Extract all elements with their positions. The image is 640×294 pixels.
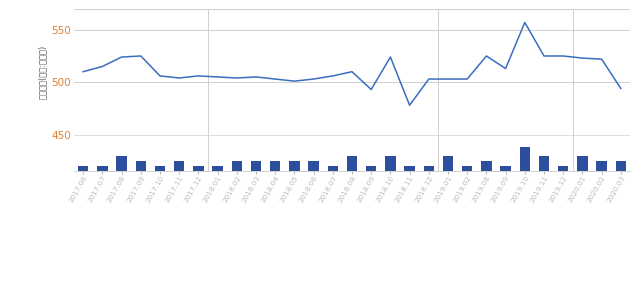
Bar [155, 166, 165, 171]
Bar [596, 161, 607, 171]
Bar [347, 156, 357, 171]
Bar [174, 161, 184, 171]
Bar [404, 166, 415, 171]
Bar [251, 161, 261, 171]
Bar [328, 166, 338, 171]
Bar [443, 156, 453, 171]
Bar [558, 166, 568, 171]
Bar [308, 161, 319, 171]
Bar [78, 166, 88, 171]
Bar [616, 161, 626, 171]
Bar [97, 166, 108, 171]
Bar [424, 166, 434, 171]
Bar [270, 161, 280, 171]
Bar [193, 166, 204, 171]
Bar [520, 147, 530, 171]
Bar [481, 161, 492, 171]
Bar [232, 161, 242, 171]
Bar [539, 156, 549, 171]
Bar [462, 166, 472, 171]
Bar [212, 166, 223, 171]
Bar [385, 156, 396, 171]
Y-axis label: 거래금액(단위:백만원): 거래금액(단위:백만원) [38, 45, 47, 99]
Bar [500, 166, 511, 171]
Bar [289, 161, 300, 171]
Bar [136, 161, 146, 171]
Bar [577, 156, 588, 171]
Bar [366, 166, 376, 171]
Bar [116, 156, 127, 171]
